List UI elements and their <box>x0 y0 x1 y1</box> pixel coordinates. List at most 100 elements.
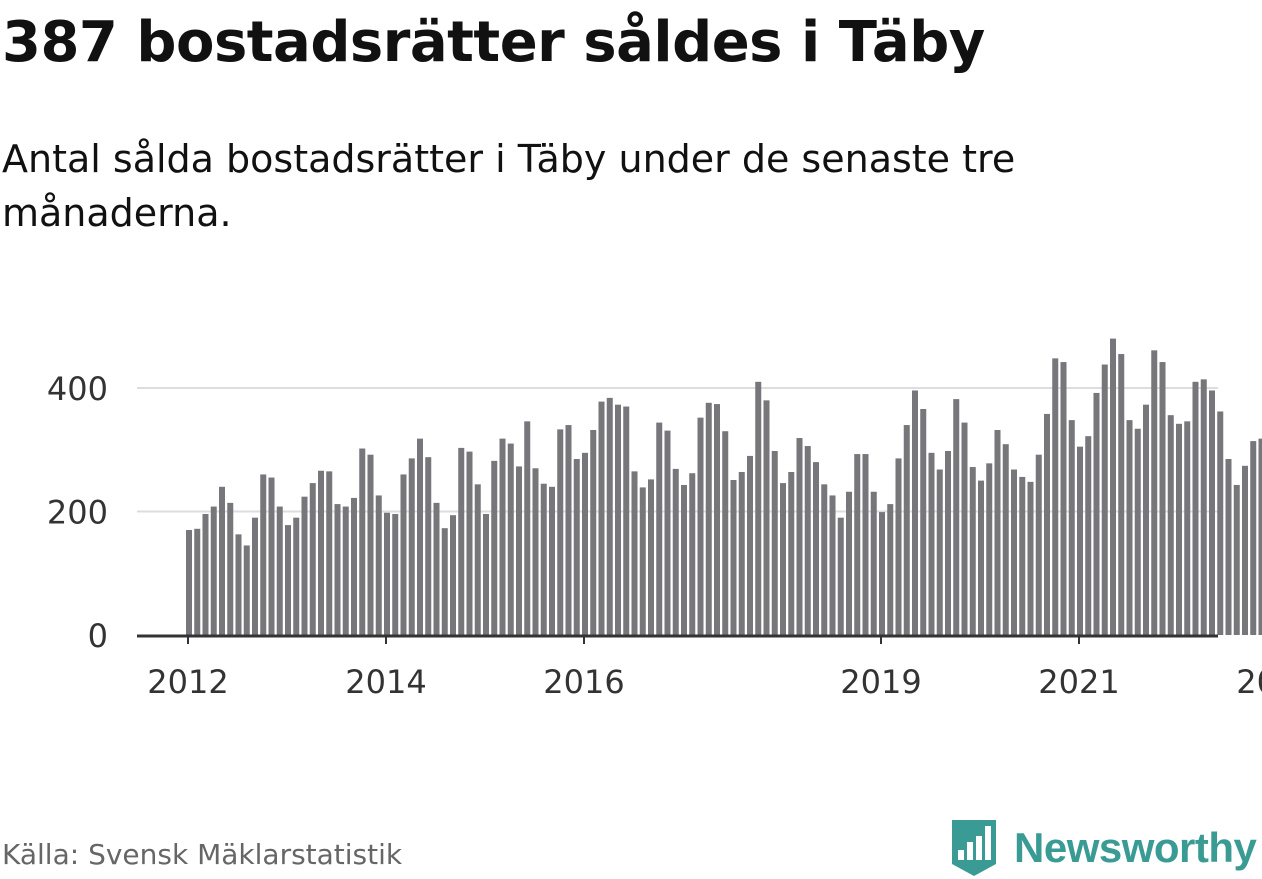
bar <box>433 502 440 635</box>
chart-title: 387 bostadsrätter såldes i Täby <box>2 10 985 75</box>
bar <box>590 429 597 635</box>
bar <box>334 504 341 635</box>
bar <box>1134 428 1141 635</box>
bar <box>392 513 399 635</box>
bar <box>1250 441 1257 635</box>
bar <box>920 408 927 635</box>
bar <box>705 402 712 635</box>
x-tick-label: 2012 <box>147 663 228 701</box>
bar <box>301 496 308 635</box>
bar <box>912 390 918 635</box>
bar <box>1176 423 1182 635</box>
bar <box>375 495 382 635</box>
bar <box>549 486 555 635</box>
bar <box>268 477 275 635</box>
y-tick-label: 400 <box>47 370 108 408</box>
bar <box>1110 338 1116 635</box>
newsworthy-logo[interactable]: Newsworthy <box>950 818 1257 878</box>
bar <box>771 450 778 635</box>
bar <box>672 468 679 635</box>
bar <box>1258 438 1262 635</box>
bar <box>219 486 225 635</box>
bar <box>846 491 852 635</box>
bar <box>730 480 737 635</box>
bar <box>1200 379 1207 635</box>
bar <box>227 502 234 635</box>
x-tick-label: 2019 <box>840 663 921 701</box>
bar <box>1044 413 1050 635</box>
bar <box>285 525 291 635</box>
bar <box>656 422 663 635</box>
bar <box>953 399 960 635</box>
bar <box>747 455 753 635</box>
bar <box>1209 390 1215 635</box>
bar <box>689 473 696 635</box>
bar <box>474 484 481 635</box>
bar <box>342 506 349 635</box>
bar <box>961 422 968 635</box>
bar <box>532 468 539 635</box>
bar <box>722 431 729 635</box>
bar <box>276 506 283 635</box>
bar <box>697 417 704 635</box>
bar <box>309 483 316 635</box>
bar <box>755 381 762 635</box>
y-tick-label: 200 <box>47 494 108 532</box>
bar <box>1126 420 1133 635</box>
bar <box>1027 481 1034 635</box>
bar-chart-badge-icon <box>952 820 996 876</box>
x-tick-label: 2016 <box>543 663 624 701</box>
bar <box>994 429 1001 635</box>
bar <box>837 517 844 635</box>
bar <box>895 458 902 635</box>
bar <box>1011 469 1017 635</box>
bar <box>384 512 390 635</box>
bar <box>623 406 630 635</box>
bar <box>243 545 250 635</box>
bar <box>359 448 366 635</box>
bar <box>293 517 300 635</box>
bar <box>491 460 498 635</box>
bar <box>524 421 531 635</box>
bar <box>425 457 432 635</box>
bar <box>681 484 687 635</box>
bar <box>483 513 489 635</box>
bar <box>186 530 192 635</box>
bar <box>565 425 572 635</box>
bar <box>450 515 456 635</box>
bar <box>1077 446 1083 635</box>
bar <box>252 517 258 635</box>
bar <box>870 491 877 635</box>
bar <box>986 463 993 635</box>
bar <box>978 480 984 635</box>
bar <box>813 462 819 635</box>
bar <box>557 429 564 635</box>
bar <box>854 454 861 635</box>
bar <box>788 471 795 635</box>
bar <box>516 466 522 635</box>
bar-chart: 0200400201220142016201920212023387 <box>47 338 1262 701</box>
bar <box>499 438 506 635</box>
bar <box>1233 484 1240 635</box>
bar <box>804 446 811 635</box>
bar <box>1217 411 1224 635</box>
bar <box>945 450 951 635</box>
bar <box>1060 362 1067 635</box>
bar <box>1035 454 1042 635</box>
bar <box>235 534 242 635</box>
source-label: Källa: Svensk Mäklarstatistik <box>2 838 403 871</box>
bar <box>408 458 415 635</box>
bar <box>969 467 976 635</box>
bar <box>1093 392 1100 635</box>
bar <box>1151 350 1158 635</box>
bar <box>367 454 374 635</box>
bar <box>260 474 267 635</box>
bar <box>540 483 547 635</box>
bar <box>1019 476 1026 635</box>
x-tick-label: 2014 <box>345 663 426 701</box>
bar <box>821 484 828 635</box>
bar <box>210 506 217 635</box>
bar <box>351 497 357 635</box>
bar <box>780 483 786 635</box>
bar <box>1052 358 1059 635</box>
